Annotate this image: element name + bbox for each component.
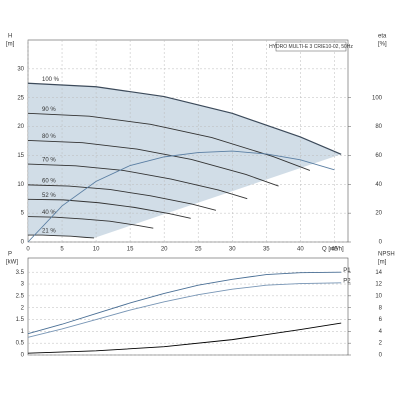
y2-axis-label: eta [378,34,387,40]
y2-tick-label: 4 [379,329,383,335]
x-tick-label: 10 [93,247,100,253]
y2-tick-label: 100 [372,95,383,101]
operating-range [28,83,342,238]
y-tick-label: 0 [21,240,25,246]
curve [27,112,311,171]
speed-label: 21 % [42,229,56,235]
y-tick-label: 2.5 [16,293,25,299]
curve [27,216,154,229]
curve [27,322,342,354]
legend-label: P1 [343,268,351,274]
y2-tick-label: 2 [379,341,383,347]
y-tick-label: 25 [17,95,24,101]
curve [27,139,279,187]
curve [27,150,335,243]
y-axis-unit: [kW] [6,260,18,266]
speed-label: 80 % [42,134,56,140]
y2-tick-label: 0 [379,240,383,246]
y-tick-label: 20 [17,124,24,130]
y-axis-unit: [m] [6,42,15,48]
curve [27,163,248,200]
y-tick-label: 3.5 [16,270,25,276]
x-tick-label: 0 [26,247,30,253]
curve [28,234,95,239]
y2-tick-label: 14 [375,270,382,276]
speed-label: 90 % [42,107,56,113]
curve [27,282,342,338]
x-axis-label: Q [m³/h] [322,247,344,253]
title-box [275,41,347,52]
y2-tick-label: 0 [379,353,383,359]
curve [27,271,342,335]
x-tick-label: 30 [229,247,236,253]
y2-tick-label: 12 [375,282,382,288]
y-axis-label: H [8,34,12,40]
x-tick-label: 40 [297,247,304,253]
y2-tick-label: 40 [375,182,382,188]
x-tick-label: 5 [60,247,64,253]
y-tick-label: 30 [17,66,24,72]
y2-tick-label: 6 [379,317,383,323]
speed-label: 70 % [42,158,56,164]
x-tick-label: 15 [127,247,134,253]
curve [27,82,342,155]
y2-tick-label: 60 [375,153,382,159]
x-tick-label: 35 [263,247,270,253]
speed-label: 100 % [42,77,60,83]
y-axis-label: P [8,252,12,258]
y2-tick-label: 80 [375,124,382,130]
y-tick-label: 15 [17,153,24,159]
y-tick-label: 5 [21,211,25,217]
y-tick-label: 0 [21,353,25,359]
y-tick-label: 3 [21,282,25,288]
curve [27,198,191,219]
speed-label: 60 % [42,178,56,184]
y-tick-label: 0.5 [16,341,25,347]
speed-label: 52 % [42,193,56,199]
chart-title: HYDRO MULTI-E 3 CRIE10-02, 50Hz [269,44,353,50]
y-tick-label: 2 [21,305,25,311]
y2-axis-label: NPSH [378,252,395,258]
curve [27,184,217,211]
x-tick-label: 20 [161,247,168,253]
legend-label: P2 [343,278,351,284]
y-tick-label: 1.5 [16,317,25,323]
y-tick-label: 1 [21,329,25,335]
speed-label: 40 % [42,210,56,216]
y-tick-label: 10 [17,182,24,188]
y2-axis-unit: [%] [378,42,387,48]
y2-tick-label: 8 [379,305,383,311]
x-tick-label: 45 [331,247,338,253]
y2-tick-label: 10 [375,293,382,299]
y2-tick-label: 20 [375,211,382,217]
y2-axis-unit: [m] [378,260,387,266]
x-tick-label: 25 [195,247,202,253]
